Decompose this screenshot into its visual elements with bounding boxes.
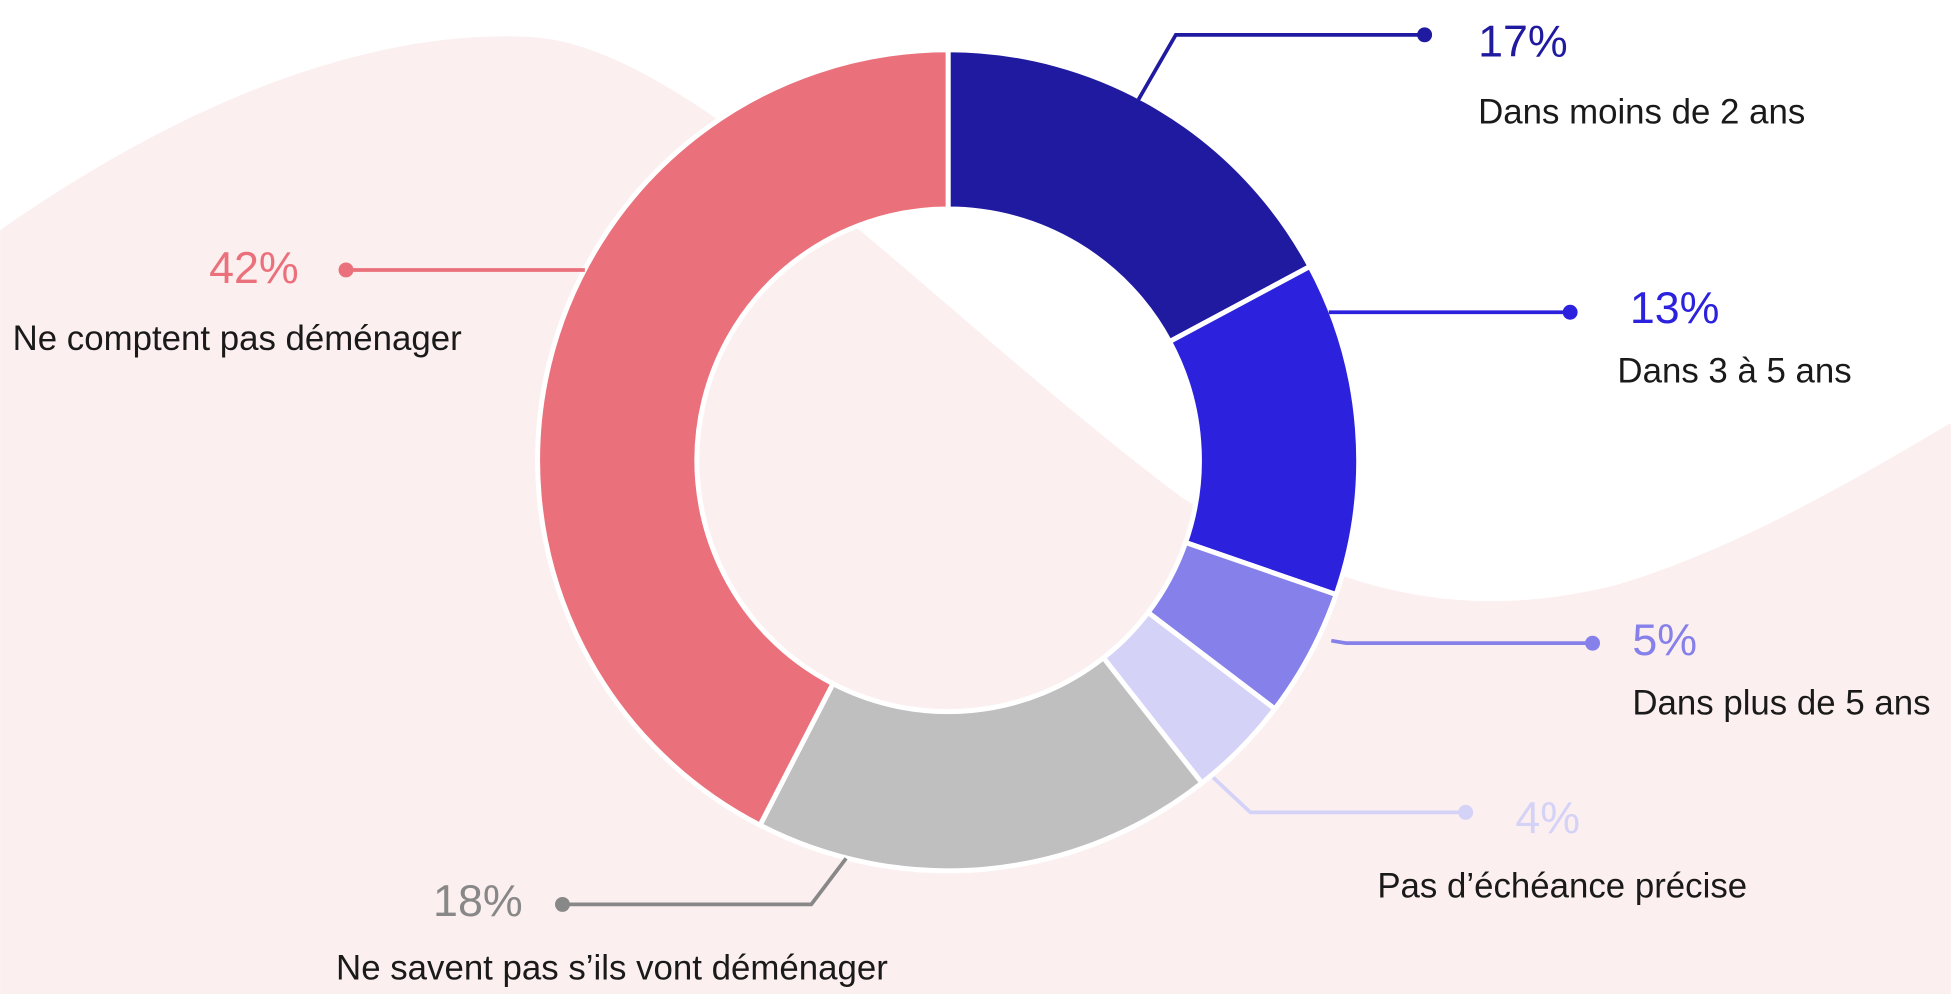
value-label: 13%: [1630, 283, 1720, 333]
category-label: Pas d’échéance précise: [1377, 866, 1747, 905]
leader-dot: [555, 896, 570, 912]
category-label: Dans moins de 2 ans: [1478, 93, 1805, 132]
value-label: 5%: [1632, 615, 1697, 665]
category-label: Dans plus de 5 ans: [1632, 684, 1930, 723]
category-label: Ne comptent pas déménager: [13, 319, 463, 358]
value-label: 4%: [1515, 793, 1580, 843]
value-label: 17%: [1478, 17, 1568, 67]
leader-line: [1136, 32, 1425, 101]
donut-segment: [1166, 263, 1362, 598]
donut-segment: [756, 654, 1206, 874]
leader-dot: [1562, 304, 1578, 320]
background-wave: [0, 36, 1951, 994]
leader-dot: [338, 262, 354, 278]
leader-dot: [1585, 635, 1601, 651]
leader-dot: [1458, 804, 1474, 820]
leader-line: [562, 857, 848, 907]
leader-dot: [1417, 27, 1433, 43]
donut-segment: [945, 47, 1314, 345]
category-label: Ne savent pas s’ils vont déménager: [336, 949, 888, 988]
value-label: 42%: [209, 243, 299, 293]
donut-segment: [535, 47, 951, 829]
leader-line: [1330, 638, 1593, 646]
category-label: Dans 3 à 5 ans: [1617, 351, 1851, 390]
leader-line: [1211, 776, 1466, 815]
value-label: 18%: [433, 876, 523, 926]
